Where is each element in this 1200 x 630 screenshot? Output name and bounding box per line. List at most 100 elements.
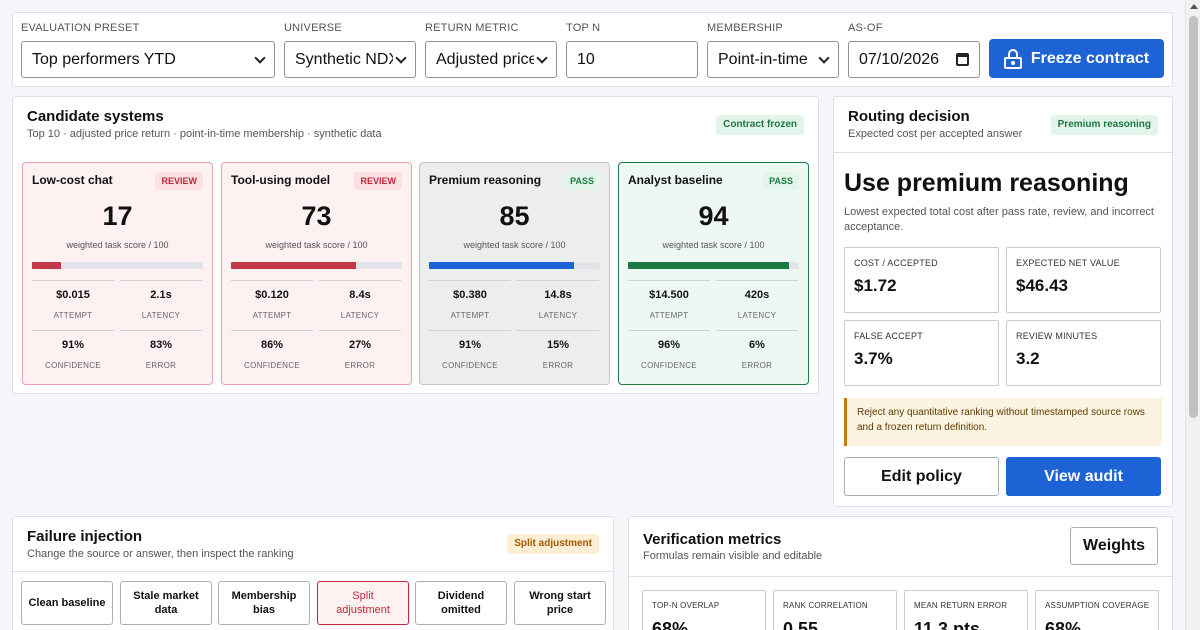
system-metric-attempt: $14.500 ATTEMPT — [628, 280, 710, 328]
status-badge: PASS — [763, 172, 799, 190]
status-badge: REVIEW — [155, 172, 203, 190]
scroll-up-arrow-icon[interactable] — [1190, 4, 1198, 9]
system-card-tool-using-model[interactable]: Tool-using model REVIEW 73 weighted task sc… — [221, 162, 412, 385]
metric-label: LATENCY — [141, 311, 181, 320]
metric-value: $0.015 — [56, 289, 90, 301]
panel-title: Candidate systems — [27, 108, 164, 125]
chevron-down-icon — [536, 51, 548, 64]
metric-label: ERROR — [542, 361, 574, 370]
failure-option-dividend-omitted[interactable]: Dividend omitted — [415, 581, 507, 625]
metric-value: $46.43 — [1016, 276, 1068, 295]
metric-label: ASSUMPTION COVERAGE — [1045, 601, 1150, 610]
system-metric-latency: 14.8s LATENCY — [517, 280, 599, 328]
divider — [629, 576, 1172, 577]
score-label: weighted task score / 100 — [463, 240, 566, 250]
failure-option-stale-market-data[interactable]: Stale market data — [120, 581, 212, 625]
failure-option-clean-baseline[interactable]: Clean baseline — [21, 581, 113, 625]
system-metrics: $0.380 ATTEMPT 14.8s LATENCY 91% CONFIDENCE 15… — [429, 280, 600, 380]
system-metric-error: 83% ERROR — [120, 330, 202, 378]
score-label: weighted task score / 100 — [66, 240, 169, 250]
membership-select[interactable]: Point-in-time — [707, 41, 839, 78]
metric-value: 91% — [458, 339, 482, 351]
score-bar — [231, 262, 402, 269]
system-card-low-cost-chat[interactable]: Low-cost chat REVIEW 17 weighted task score… — [22, 162, 213, 385]
failure-injection-panel: Failure injection Change the source or a… — [12, 516, 614, 630]
score-bar-fill — [32, 262, 62, 269]
metric-label: CONFIDENCE — [641, 361, 697, 370]
score-bar-fill — [628, 262, 789, 269]
system-name: Tool-using model — [231, 173, 331, 187]
page-scrollbar[interactable] — [1185, 0, 1200, 630]
metric-cost-accepted: COST / ACCEPTED $1.72 — [844, 247, 999, 313]
calendar-icon[interactable] — [956, 53, 969, 66]
panel-subtitle: Formulas remain visible and editable — [643, 550, 823, 562]
system-metrics: $0.120 ATTEMPT 8.4s LATENCY 86% CONFIDENCE 27%… — [231, 280, 402, 380]
recommendation-description: Lowest expected total cost after pass ra… — [844, 206, 1154, 233]
metric-label: FALSE ACCEPT — [854, 331, 923, 341]
metric-value: 3.7% — [854, 349, 893, 368]
view-audit-button[interactable]: View audit — [1006, 457, 1161, 496]
metric-value: 11.3 pts — [914, 619, 981, 630]
edit-policy-button[interactable]: Edit policy — [844, 457, 999, 496]
system-metric-error: 15% ERROR — [517, 330, 599, 378]
preset-select[interactable]: Top performers YTD — [21, 41, 275, 78]
system-card-premium-reasoning[interactable]: Premium reasoning PASS 85 weighted task sco… — [419, 162, 610, 385]
membership-label: MEMBERSHIP — [707, 22, 783, 34]
system-metric-confidence: 91% CONFIDENCE — [32, 330, 114, 378]
panel-subtitle: Change the source or answer, then inspec… — [27, 548, 294, 560]
metric-value: $0.380 — [453, 289, 487, 301]
metric-rank-correlation: RANK CORRELATION 0.55 — [773, 590, 897, 630]
metric-value: 83% — [149, 339, 173, 351]
universe-value: Synthetic NDX — [295, 50, 393, 68]
metric-value: 0.55 — [783, 619, 819, 630]
metric-value: $1.72 — [854, 276, 897, 295]
system-card-analyst-baseline[interactable]: Analyst baseline PASS 94 weighted task scor… — [618, 162, 809, 385]
metric-label: ERROR — [741, 361, 773, 370]
candidate-systems-panel: Candidate systems Top 10 · adjusted pric… — [12, 96, 819, 394]
system-metric-confidence: 91% CONFIDENCE — [429, 330, 511, 378]
failure-option-split-adjustment[interactable]: Split adjustment — [317, 581, 409, 625]
metric-label: CONFIDENCE — [244, 361, 300, 370]
scrollbar-thumb[interactable] — [1189, 16, 1198, 418]
metric-value: $14.500 — [649, 289, 689, 301]
recommendation-heading: Use premium reasoning — [844, 169, 1129, 197]
metric-label: REVIEW MINUTES — [1016, 331, 1098, 341]
weights-button[interactable]: Weights — [1070, 527, 1158, 565]
verification-metrics-panel: Verification metrics Formulas remain vis… — [628, 516, 1173, 630]
metric-value: 68% — [1045, 619, 1082, 630]
status-badge: REVIEW — [354, 172, 402, 190]
return-metric-select[interactable]: Adjusted price — [425, 41, 557, 78]
score-bar — [429, 262, 600, 269]
failure-option-wrong-start-price[interactable]: Wrong start price — [514, 581, 606, 625]
freeze-contract-button[interactable]: Freeze contract — [989, 39, 1164, 78]
universe-select[interactable]: Synthetic NDX — [284, 41, 416, 78]
metric-expected-net-value: EXPECTED NET VALUE $46.43 — [1006, 247, 1161, 313]
failure-option-membership-bias[interactable]: Membership bias — [218, 581, 310, 625]
score-bar-fill — [231, 262, 356, 269]
system-metric-confidence: 96% CONFIDENCE — [628, 330, 710, 378]
routing-decision-panel: Routing decision Expected cost per accep… — [833, 96, 1173, 507]
metric-label: ATTEMPT — [252, 311, 292, 320]
system-name: Premium reasoning — [429, 173, 542, 187]
as-of-date-input[interactable]: 07/10/2026 — [848, 41, 980, 78]
metric-value: 96% — [657, 339, 681, 351]
status-badge: Split adjustment — [507, 534, 599, 554]
score-label: weighted task score / 100 — [265, 240, 368, 250]
top-n-input[interactable]: 10 — [566, 41, 698, 78]
freeze-contract-label: Freeze contract — [1030, 49, 1150, 67]
system-name: Analyst baseline — [628, 173, 723, 187]
metric-value: 27% — [348, 339, 372, 351]
score-bar — [32, 262, 203, 269]
score-value: 17 — [102, 201, 133, 231]
system-name: Low-cost chat — [32, 173, 113, 187]
membership-value: Point-in-time — [718, 50, 808, 68]
metric-value: 14.8s — [544, 289, 572, 301]
system-metrics: $0.015 ATTEMPT 2.1s LATENCY 91% CONFIDENCE 83%… — [32, 280, 203, 380]
system-metric-latency: 2.1s LATENCY — [120, 280, 202, 328]
return-metric-label: RETURN METRIC — [425, 22, 519, 34]
metric-value: 68% — [652, 619, 689, 630]
metric-value: 91% — [61, 339, 85, 351]
score-bar-fill — [429, 262, 575, 269]
policy-notice: Reject any quantitative ranking without … — [844, 398, 1162, 446]
divider — [834, 152, 1172, 153]
